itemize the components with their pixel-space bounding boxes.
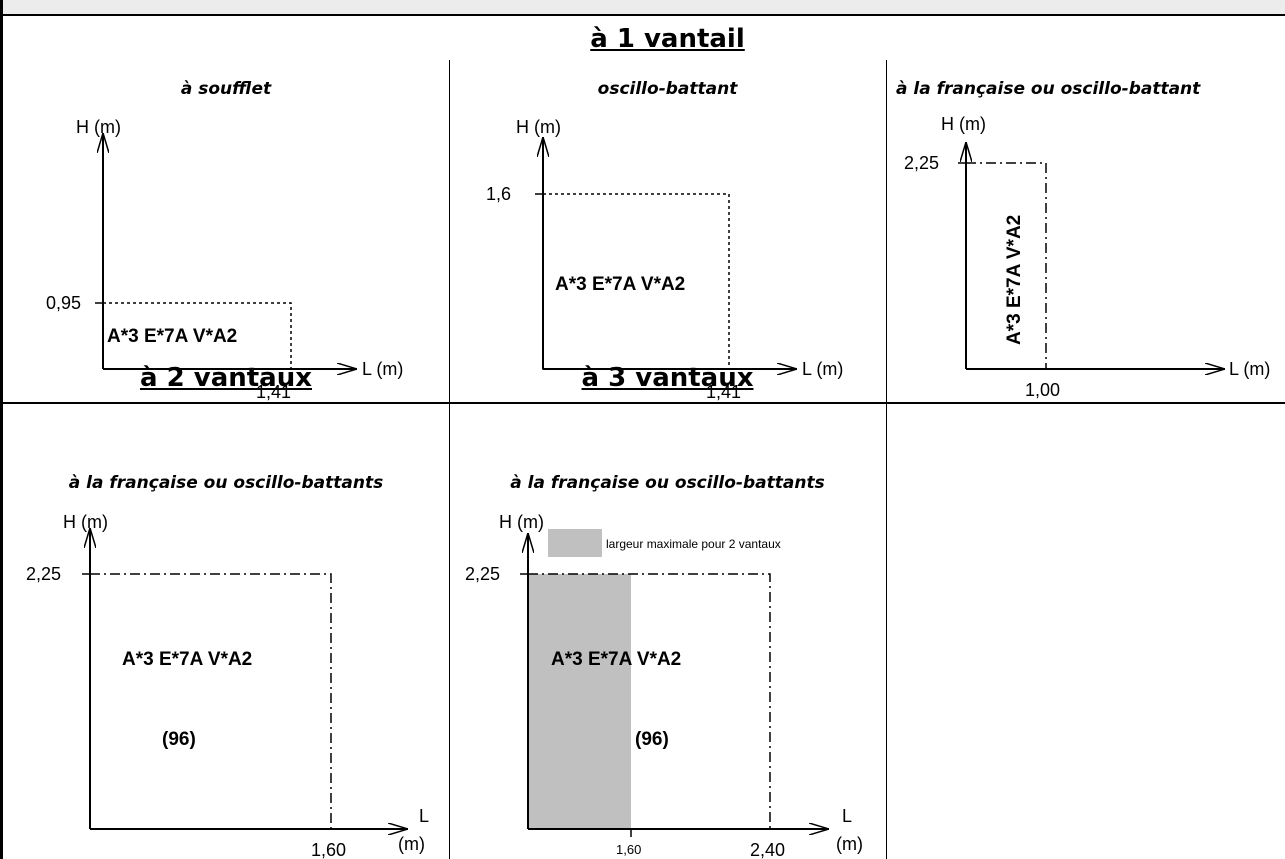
divider-row [0, 402, 1285, 404]
divider-col-2 [886, 60, 887, 859]
x-value-label: 1,00 [1025, 380, 1060, 400]
frame-left-border [0, 0, 3, 859]
legend-label: largeur maximale pour 2 vantaux [606, 537, 781, 551]
x-axis-label-l: L [842, 806, 852, 826]
performance-label: A*3 E*7A V*A2 [122, 649, 252, 670]
chart-francaise-3: largeur maximale pour 2 vantaux H (m) L … [465, 512, 863, 859]
y-value-label: 1,6 [486, 184, 511, 204]
chart-soufflet: H (m) L (m) 0,95 1,41 A*3 E*7A V*A2 [46, 117, 403, 402]
x-axis-label: L (m) [362, 359, 403, 379]
note-label: (96) [162, 729, 196, 750]
subtitle-francaise-1: à la française ou oscillo-battant [896, 79, 1201, 99]
y-axis-label: H (m) [941, 114, 986, 134]
x-value-label: 1,60 [311, 840, 346, 859]
x-axis-label: L (m) [802, 359, 843, 379]
chart-francaise-1: H (m) L (m) 2,25 1,00 A*3 E*7A V*A2 [904, 114, 1270, 400]
legend-swatch [548, 529, 602, 557]
header-bar [0, 0, 1285, 16]
y-axis-label: H (m) [76, 117, 121, 137]
performance-area [102, 302, 292, 370]
x-axis-label: L (m) [1229, 359, 1270, 379]
performance-area [542, 193, 730, 370]
performance-label: A*3 E*7A V*A2 [551, 649, 681, 670]
subtitle-francaise-2: à la française ou oscillo-battants [68, 473, 384, 493]
y-value-label: 2,25 [904, 153, 939, 173]
x-value-label: 1,41 [706, 382, 741, 402]
performance-area [528, 573, 771, 829]
y-value-label: 2,25 [26, 564, 61, 584]
note-label: (96) [635, 729, 669, 750]
x-axis-label-unit: (m) [836, 834, 863, 854]
shaded-max-width-2-vantaux [528, 574, 631, 829]
x-axis-label-l: L [419, 806, 429, 826]
section-title-1-vantail: à 1 vantail [590, 24, 745, 54]
subtitle-soufflet: à soufflet [180, 79, 272, 99]
x-value-label: 1,41 [256, 382, 291, 402]
subtitle-oscillo: oscillo-battant [597, 79, 738, 99]
chart-oscillo: H (m) L (m) 1,6 1,41 A*3 E*7A V*A2 [486, 117, 843, 402]
y-axis-label: H (m) [499, 512, 544, 532]
performance-area [966, 162, 1047, 369]
performance-label: A*3 E*7A V*A2 [1004, 215, 1025, 345]
performance-label: A*3 E*7A V*A2 [555, 274, 685, 295]
x-value-label-3-vantaux: 2,40 [750, 840, 785, 859]
y-axis-label: H (m) [516, 117, 561, 137]
y-value-label: 2,25 [465, 564, 500, 584]
y-axis-label: H (m) [63, 512, 108, 532]
performance-label: A*3 E*7A V*A2 [107, 326, 237, 347]
divider-col-1 [449, 60, 450, 859]
chart-francaise-2: H (m) L (m) 2,25 1,60 A*3 E*7A V*A2 (96) [26, 512, 429, 859]
subtitle-francaise-3: à la française ou oscillo-battants [510, 473, 825, 493]
x-axis-label-unit: (m) [398, 834, 425, 854]
x-value-label-2-vantaux: 1,60 [616, 842, 641, 857]
performance-area [90, 573, 332, 829]
y-value-label: 0,95 [46, 293, 81, 313]
